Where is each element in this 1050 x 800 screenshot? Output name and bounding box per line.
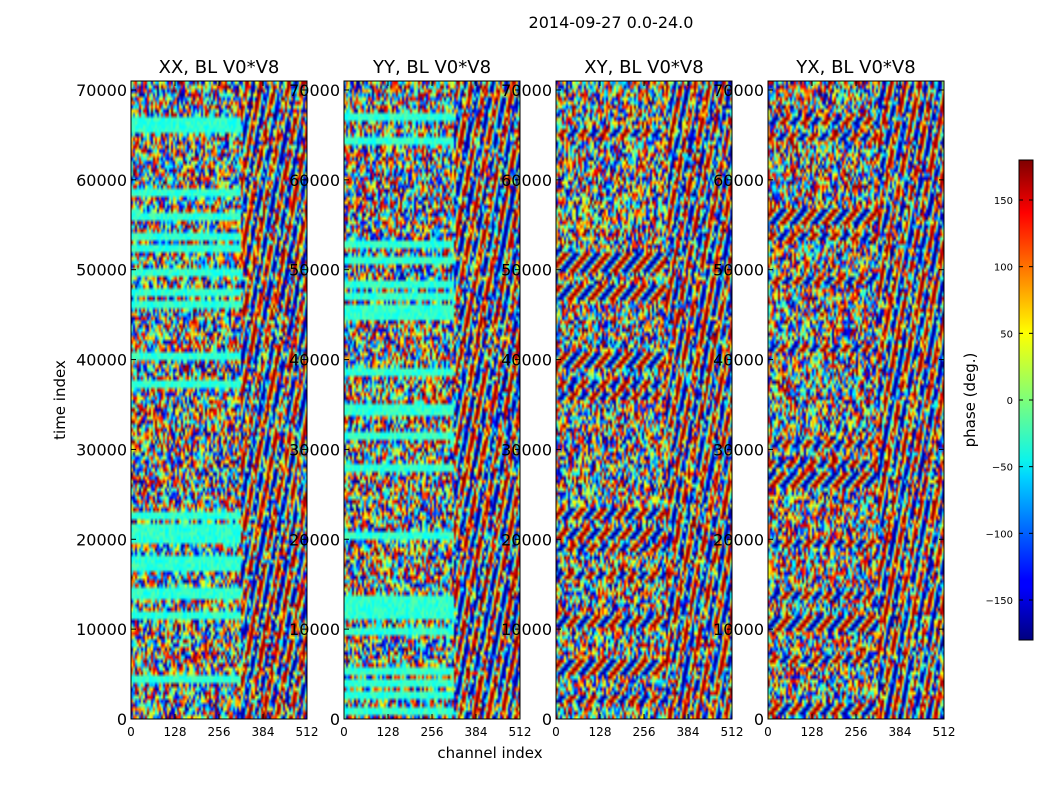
panel-title: YX, BL V0*V8: [795, 57, 915, 78]
x-tick-label: 384: [889, 725, 912, 739]
y-tick-label: 70000: [76, 81, 127, 100]
colorbar-tick-label: 50: [1000, 329, 1013, 340]
y-tick-label: 10000: [501, 620, 552, 639]
x-tick-label: 0: [127, 725, 135, 739]
y-tick-label: 60000: [501, 171, 552, 190]
colorbar-tick-label: 0: [1007, 396, 1013, 407]
x-tick-label: 512: [933, 725, 956, 739]
colorbar-tick-label: −50: [992, 463, 1013, 474]
x-tick-label: 512: [721, 725, 744, 739]
colorbar-tick-label: −150: [986, 596, 1013, 607]
x-tick-label: 0: [340, 725, 348, 739]
x-tick-label: 384: [252, 725, 275, 739]
x-tick-label: 0: [552, 725, 560, 739]
panels: XX, BL V0*V8 0 128 256 384 512 0 10000 20000 3000…: [76, 57, 955, 739]
y-tick-label: 60000: [713, 171, 764, 190]
x-tick-label: 256: [208, 725, 231, 739]
y-tick-label: 0: [117, 710, 127, 729]
y-tick-label: 50000: [713, 261, 764, 280]
colorbar-label: phase (deg.): [961, 353, 979, 448]
y-tick-label: 40000: [76, 351, 127, 370]
x-axis-label: channel index: [437, 744, 542, 762]
y-tick-label: 60000: [76, 171, 127, 190]
y-tick-label: 40000: [289, 351, 340, 370]
y-tick-label: 40000: [713, 351, 764, 370]
heatmap-image-xx: [131, 81, 307, 719]
x-tick-label: 128: [377, 725, 400, 739]
y-tick-label: 30000: [76, 440, 127, 459]
heatmap-image-xy: [556, 81, 732, 719]
panel-title: XY, BL V0*V8: [584, 57, 703, 78]
x-tick-label: 0: [764, 725, 772, 739]
x-tick-label: 128: [801, 725, 824, 739]
panel-title: YY, BL V0*V8: [372, 57, 491, 78]
figure-title: 2014-09-27 0.0-24.0: [529, 13, 694, 32]
x-tick-label: 512: [509, 725, 532, 739]
x-tick-label: 256: [845, 725, 868, 739]
y-tick-label: 10000: [289, 620, 340, 639]
y-tick-label: 0: [542, 710, 552, 729]
y-tick-label: 70000: [289, 81, 340, 100]
panel-yy: YY, BL V0*V8 0 128 256 384 512 0 10000 20000 3000…: [289, 57, 531, 739]
y-tick-label: 50000: [289, 261, 340, 280]
y-tick-label: 10000: [76, 620, 127, 639]
x-tick-label: 512: [296, 725, 319, 739]
y-tick-label: 50000: [501, 261, 552, 280]
x-tick-label: 256: [421, 725, 444, 739]
x-tick-label: 128: [164, 725, 187, 739]
panel-xx: XX, BL V0*V8 0 128 256 384 512 0 10000 20000 3000…: [76, 57, 318, 739]
x-tick-label: 128: [589, 725, 612, 739]
y-tick-label: 30000: [289, 440, 340, 459]
y-tick-label: 20000: [713, 530, 764, 549]
heatmap-image-yy: [344, 81, 520, 719]
y-tick-label: 10000: [713, 620, 764, 639]
y-tick-label: 50000: [76, 261, 127, 280]
colorbar-tick-label: 100: [994, 263, 1013, 274]
y-tick-label: 20000: [289, 530, 340, 549]
y-tick-label: 30000: [501, 440, 552, 459]
y-tick-label: 70000: [501, 81, 552, 100]
colorbar-tick-label: 150: [994, 196, 1013, 207]
x-tick-label: 384: [677, 725, 700, 739]
y-axis-label: time index: [51, 360, 69, 440]
panel-yx: YX, BL V0*V8 0 128 256 384 512 0 10000 20000 3000…: [713, 57, 955, 739]
colorbar: −150 −100 −50 0 50 100 150: [986, 159, 1034, 641]
y-tick-label: 30000: [713, 440, 764, 459]
panel-xy: XY, BL V0*V8 0 128 256 384 512 0 10000 20000 3000…: [501, 57, 743, 739]
y-tick-label: 0: [754, 710, 764, 729]
heatmap-image-yx: [768, 81, 944, 719]
y-tick-label: 20000: [76, 530, 127, 549]
panel-title: XX, BL V0*V8: [159, 57, 280, 78]
y-tick-label: 40000: [501, 351, 552, 370]
x-tick-label: 256: [633, 725, 656, 739]
y-tick-label: 70000: [713, 81, 764, 100]
colorbar-tick-label: −100: [986, 529, 1013, 540]
y-tick-label: 60000: [289, 171, 340, 190]
y-tick-label: 0: [330, 710, 340, 729]
y-tick-label: 20000: [501, 530, 552, 549]
x-tick-label: 384: [465, 725, 488, 739]
